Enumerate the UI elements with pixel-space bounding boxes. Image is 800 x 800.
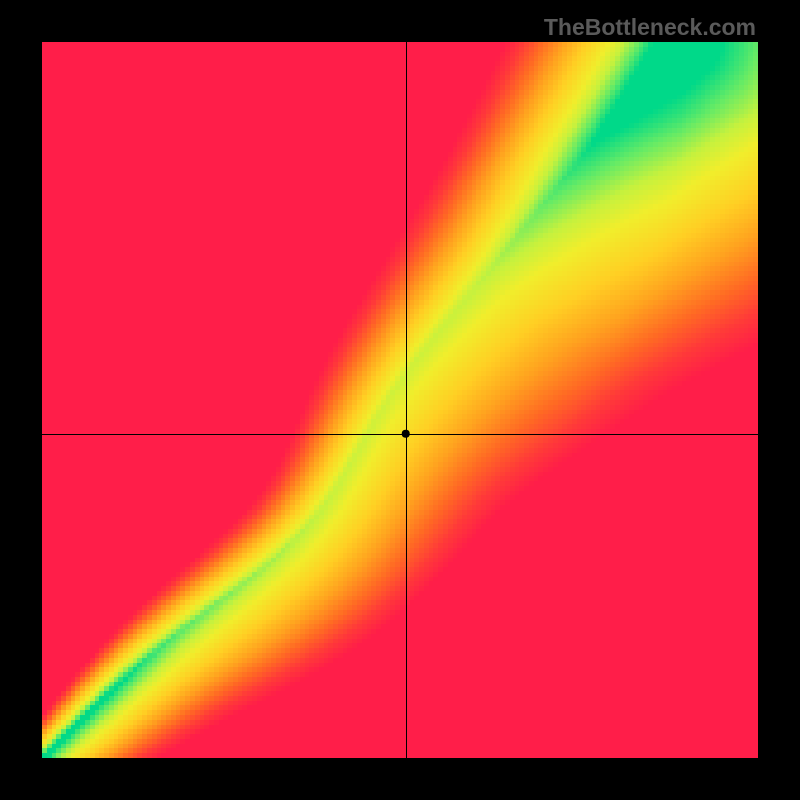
crosshair-overlay [0, 0, 800, 800]
watermark-text: TheBottleneck.com [544, 14, 756, 41]
